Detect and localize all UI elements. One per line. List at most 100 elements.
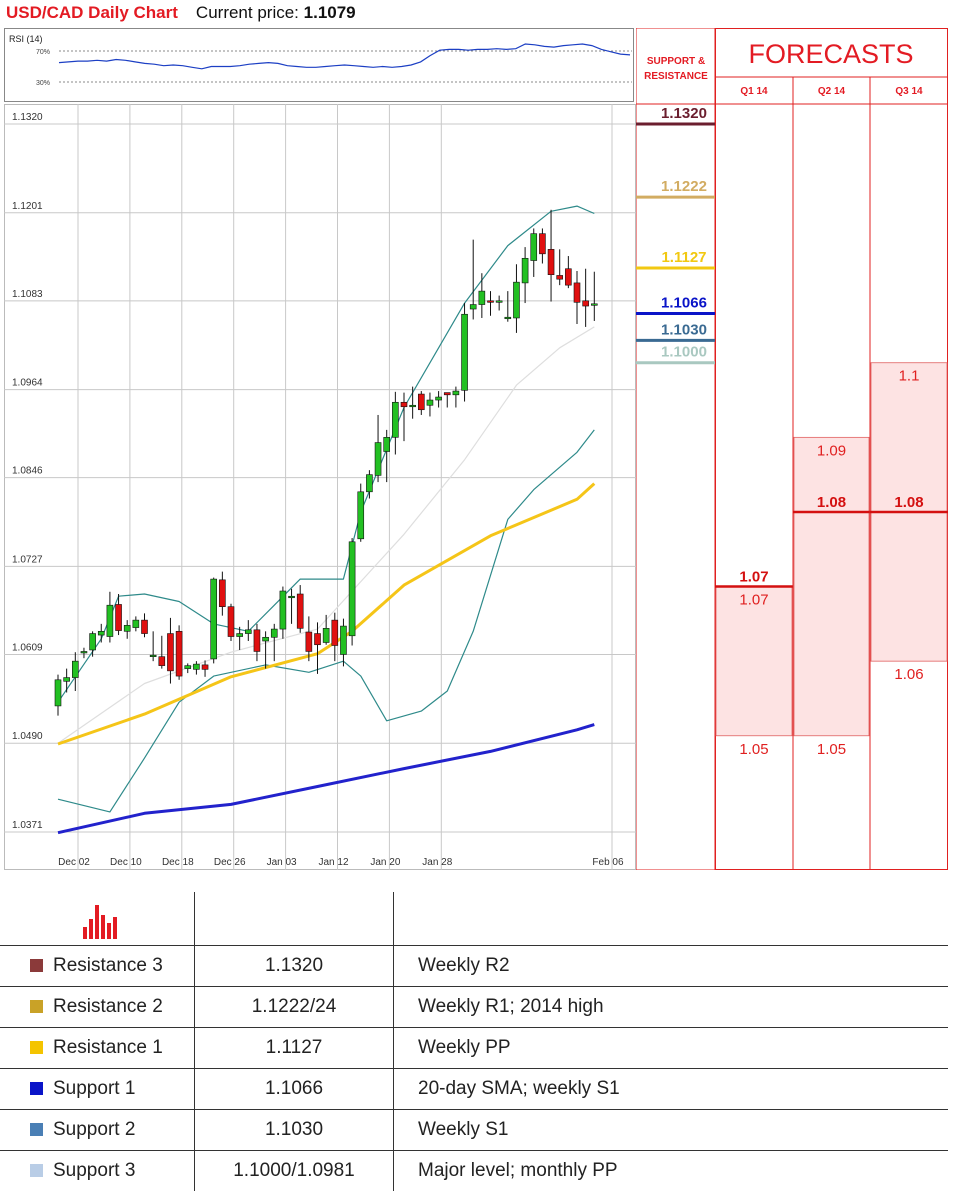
candle-body	[167, 633, 174, 672]
candle	[63, 668, 70, 693]
candle	[314, 622, 321, 674]
candle-body	[495, 300, 503, 303]
y-tick-label: 1.1320	[12, 112, 43, 123]
levels-table-header-note	[393, 892, 948, 946]
candle-body	[262, 636, 269, 642]
candle-body	[590, 303, 598, 306]
forecast-median-label: 1.08	[894, 494, 923, 511]
candle	[513, 264, 520, 333]
candle	[236, 626, 243, 650]
candle-body	[357, 491, 365, 540]
candle	[322, 614, 330, 645]
candle-body	[123, 625, 131, 632]
candle	[97, 623, 105, 643]
levels-table-icon-cell	[0, 892, 195, 946]
bollinger-upper-line	[57, 205, 595, 703]
candle-body	[158, 656, 166, 666]
candle-body	[89, 633, 96, 651]
sr-level-label: 1.1222	[661, 178, 707, 195]
candle-body	[132, 619, 140, 628]
candle	[547, 209, 555, 302]
level-name: Support 2	[53, 1118, 136, 1140]
candle	[201, 660, 209, 677]
candle-body	[435, 396, 442, 401]
candle	[590, 271, 598, 321]
candle	[374, 414, 382, 483]
level-name-cell: Support 1	[0, 1068, 195, 1110]
candle	[115, 594, 122, 636]
candle-body	[80, 651, 88, 654]
candle-body	[374, 442, 382, 476]
candle-body	[426, 399, 434, 406]
candle-body	[279, 590, 287, 630]
candle	[340, 618, 347, 667]
sr-frame	[636, 28, 716, 870]
candle	[461, 303, 468, 402]
levels-table-row: Support 1 1.1066 20-day SMA; weekly S1	[0, 1068, 948, 1110]
candle-body	[452, 390, 460, 396]
candle	[357, 483, 365, 542]
rsi-frame	[4, 28, 634, 102]
level-color-swatch	[30, 1164, 43, 1177]
forecast-median-label: 1.07	[739, 569, 768, 586]
candle-body	[175, 631, 183, 677]
x-tick-label: Dec 02	[58, 857, 90, 868]
candle	[193, 661, 200, 675]
candle-body	[573, 282, 581, 303]
candle	[184, 663, 192, 674]
candle-body	[383, 437, 391, 452]
candle-body	[340, 625, 347, 655]
candle-body	[314, 633, 321, 646]
sr-level-label: 1.1030	[661, 321, 707, 338]
x-tick-label: Dec 10	[110, 857, 142, 868]
candle	[89, 631, 96, 657]
candle	[478, 273, 486, 318]
levels-table-row: Support 2 1.1030 Weekly S1	[0, 1109, 948, 1151]
candle	[305, 616, 313, 662]
candle-body	[348, 541, 356, 637]
sr-level-label: 1.1066	[661, 294, 707, 311]
level-name: Resistance 2	[53, 995, 163, 1017]
y-tick-label: 1.0846	[12, 466, 43, 477]
levels-table-row: Resistance 3 1.1320 Weekly R2	[0, 945, 948, 987]
candle-body	[392, 401, 399, 438]
forecast-column-label: Q3 14	[895, 86, 923, 97]
candle-body	[504, 316, 512, 320]
bollinger-lower-line	[57, 429, 595, 813]
level-color-swatch	[30, 1123, 43, 1136]
candle-body	[236, 633, 243, 637]
candle-body	[417, 393, 425, 411]
candle-body	[201, 664, 209, 670]
level-color-swatch	[30, 1000, 43, 1013]
candle-body	[547, 249, 555, 276]
level-value: 1.1030	[194, 1109, 394, 1151]
candle	[495, 295, 503, 311]
candle	[270, 623, 278, 662]
candle	[331, 612, 339, 662]
candle-body	[227, 606, 235, 637]
candle	[417, 391, 425, 415]
y-tick-label: 1.1083	[12, 289, 43, 300]
candle-body	[331, 619, 339, 646]
level-color-swatch	[30, 1082, 43, 1095]
candle-body	[54, 679, 62, 707]
candle	[435, 391, 442, 408]
forecast-value: 1.09	[817, 442, 846, 459]
candle	[469, 239, 477, 320]
forecast-median-label: 1.08	[817, 494, 846, 511]
candle-body	[63, 677, 70, 682]
x-tick-label: Dec 26	[214, 857, 246, 868]
level-value: 1.1320	[194, 945, 394, 987]
rsi-level-high: 70%	[36, 49, 50, 56]
candle	[106, 591, 114, 643]
candle-body	[513, 281, 520, 319]
sr-level-label: 1.1000	[661, 344, 707, 361]
candle	[573, 270, 581, 324]
candle	[149, 631, 157, 662]
forecast-value: 1.1	[899, 368, 920, 385]
rsi-line	[58, 43, 631, 70]
candle-body	[288, 595, 295, 599]
candle-body	[106, 604, 114, 637]
x-tick-label: Jan 28	[422, 857, 452, 868]
level-note: Major level; monthly PP	[393, 1150, 948, 1191]
